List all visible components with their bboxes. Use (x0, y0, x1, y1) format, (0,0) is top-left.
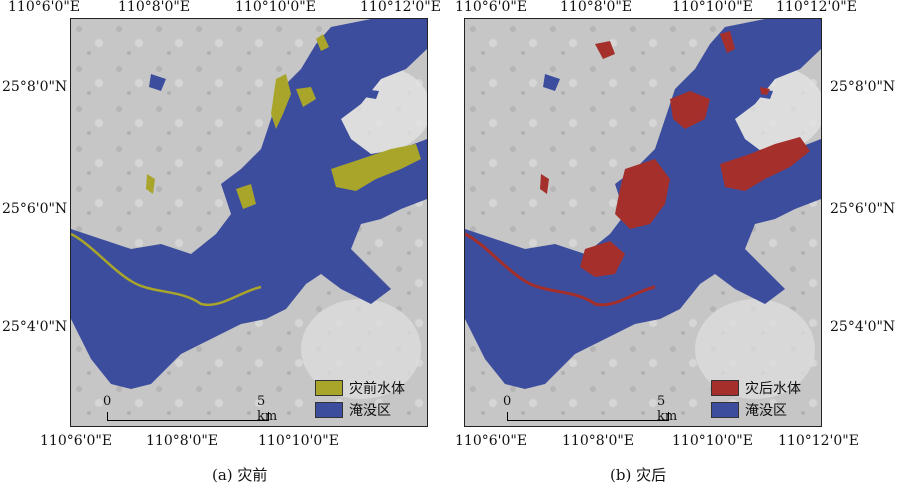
top-lon-label: 110°12'0"E (360, 0, 441, 15)
map-canvas-before (71, 19, 427, 426)
scale-zero: 0 (503, 394, 512, 409)
bottom-lon-label: 110°6'0"E (455, 433, 528, 449)
lat-label: 25°6'0"N (830, 201, 896, 217)
bottom-lon-label: 110°12'0"E (778, 433, 859, 449)
lat-label: 25°4'0"N (2, 319, 68, 335)
map-panel-before: 灾前水体 淹没区 0 5 km (70, 18, 428, 427)
legend-label-flood: 淹没区 (349, 403, 391, 419)
lat-label: 25°4'0"N (830, 319, 896, 335)
top-lon-label: 110°12'0"E (776, 0, 857, 15)
legend-item-flood: 淹没区 (711, 399, 801, 421)
scale-line (107, 412, 269, 421)
scale-bar: 0 5 km (503, 394, 677, 424)
bottom-lon-label: 110°10'0"E (258, 433, 339, 449)
legend-swatch-water (315, 380, 343, 396)
bottom-lon-label: 110°6'0"E (40, 433, 113, 449)
bottom-lon-label: 110°10'0"E (672, 433, 753, 449)
legend-item-water: 灾后水体 (711, 377, 801, 399)
legend-label-water: 灾后水体 (745, 381, 801, 397)
lat-label: 25°6'0"N (2, 201, 68, 217)
legend-swatch-flood (315, 402, 343, 418)
map-panel-after: 灾后水体 淹没区 0 5 km (464, 18, 822, 427)
legend-swatch-flood (711, 402, 739, 418)
scale-bar: 0 5 km (103, 394, 277, 424)
post-disaster-water (465, 31, 810, 307)
legend-item-flood: 淹没区 (315, 399, 405, 421)
scale-zero: 0 (103, 394, 112, 409)
lat-label: 25°8'0"N (2, 79, 68, 95)
top-lon-label: 110°6'0"E (8, 0, 81, 15)
legend: 灾后水体 淹没区 (711, 377, 801, 421)
map-canvas-after (465, 19, 821, 426)
bottom-lon-label: 110°8'0"E (146, 433, 219, 449)
top-lon-label: 110°8'0"E (118, 0, 191, 15)
legend-label-flood: 淹没区 (745, 403, 787, 419)
lat-label: 25°8'0"N (830, 79, 896, 95)
pre-disaster-water (71, 34, 421, 307)
legend: 灾前水体 淹没区 (315, 377, 405, 421)
legend-swatch-water (711, 380, 739, 396)
caption-after: (b) 灾后 (610, 466, 667, 484)
caption-before: (a) 灾前 (212, 466, 268, 484)
top-lon-label: 110°10'0"E (672, 0, 753, 15)
legend-item-water: 灾前水体 (315, 377, 405, 399)
bottom-lon-label: 110°8'0"E (562, 433, 635, 449)
scale-line (507, 412, 669, 421)
top-lon-label: 110°10'0"E (235, 0, 316, 15)
legend-label-water: 灾前水体 (349, 381, 405, 397)
top-lon-label: 110°8'0"E (560, 0, 633, 15)
top-lon-label: 110°6'0"E (455, 0, 528, 15)
